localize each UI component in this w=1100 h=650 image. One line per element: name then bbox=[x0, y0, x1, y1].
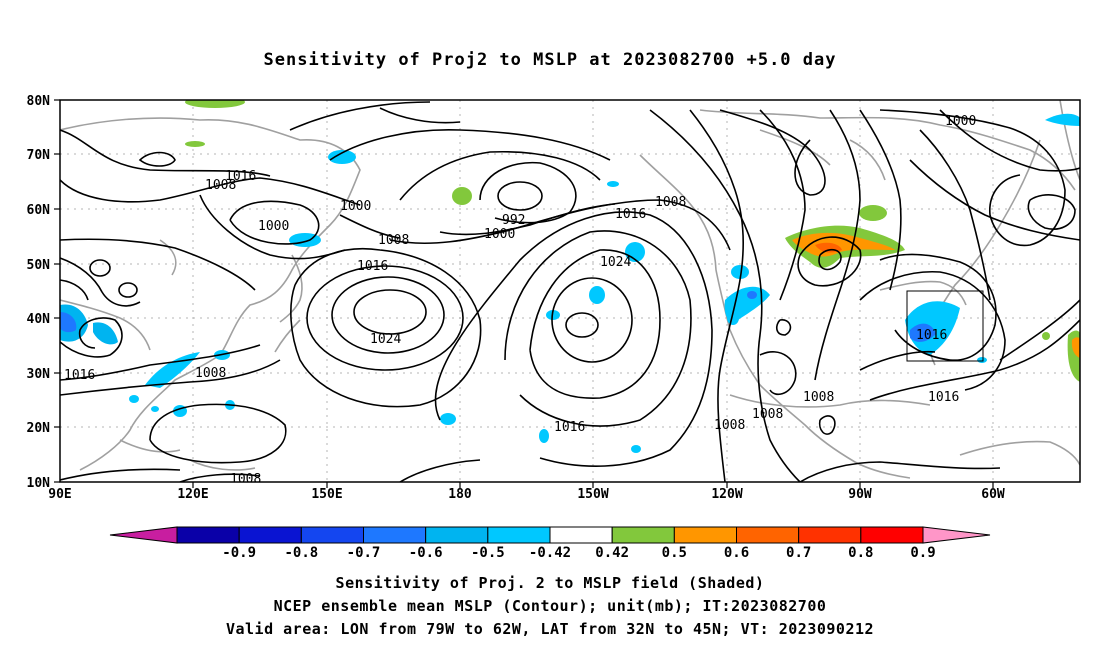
contour-labels: 1016 1008 1000 1000 1008 1016 992 1000 1… bbox=[64, 114, 976, 487]
colorbar-segment bbox=[611, 526, 675, 544]
lon-label: 150W bbox=[577, 487, 608, 502]
contour-label: 1016 bbox=[357, 259, 388, 274]
contour-label: 1024 bbox=[370, 332, 401, 347]
lon-label: 60W bbox=[981, 487, 1005, 502]
contour-label: 1000 bbox=[258, 219, 289, 234]
colorbar-segment bbox=[300, 526, 365, 544]
colorbar-segment bbox=[487, 526, 551, 544]
lat-label: 70N bbox=[27, 148, 51, 163]
axis-ticks bbox=[54, 99, 994, 488]
colorbar-label: -0.8 bbox=[284, 545, 318, 561]
contour-label: 1016 bbox=[554, 420, 585, 435]
lon-label: 120W bbox=[711, 487, 742, 502]
colorbar-label: 0.5 bbox=[662, 545, 687, 561]
lon-label: 90W bbox=[848, 487, 872, 502]
colorbar-segment bbox=[798, 526, 862, 544]
contour-label: 1008 bbox=[752, 407, 783, 422]
lon-label: 120E bbox=[177, 487, 208, 502]
map-frame bbox=[59, 99, 1081, 483]
caption-valid-area: Valid area: LON from 79W to 62W, LAT fro… bbox=[225, 620, 875, 638]
valid-area-box bbox=[906, 290, 984, 362]
colorbar: -0.9 -0.8 -0.7 -0.6 -0.5 -0.42 0.42 0.5 0.6 0.7 0.… bbox=[109, 526, 991, 561]
lat-label: 40N bbox=[27, 312, 51, 327]
colorbar-label: -0.9 bbox=[222, 545, 256, 561]
contour-label: 1008 bbox=[378, 233, 409, 248]
colorbar-segment bbox=[673, 526, 737, 544]
contour-label: 1000 bbox=[484, 227, 515, 242]
gridlines bbox=[60, 100, 1080, 482]
mslp-contours bbox=[60, 101, 1080, 482]
contour-label: 1016 bbox=[225, 169, 256, 184]
colorbar-min-arrow bbox=[109, 526, 178, 544]
colorbar-label: -0.5 bbox=[471, 545, 505, 561]
contour-label: 1008 bbox=[205, 178, 236, 193]
colorbar-segment bbox=[860, 526, 924, 544]
colorbar-label: -0.6 bbox=[409, 545, 443, 561]
colorbar-segment bbox=[736, 526, 800, 544]
lat-label: 10N bbox=[27, 476, 51, 491]
colorbar-segment bbox=[238, 526, 302, 544]
lon-label: 180 bbox=[448, 487, 472, 502]
contour-label: 1008 bbox=[195, 366, 226, 381]
colorbar-label: -0.7 bbox=[347, 545, 381, 561]
contour-label: 1008 bbox=[655, 195, 686, 210]
contour-label: 1016 bbox=[928, 390, 959, 405]
contour-label: 1016 bbox=[615, 207, 646, 222]
lat-label: 80N bbox=[27, 94, 51, 109]
colorbar-segment bbox=[425, 526, 489, 544]
contour-label: 1008 bbox=[230, 472, 261, 487]
contour-label: 992 bbox=[502, 213, 525, 228]
colorbar-label: -0.42 bbox=[529, 545, 571, 561]
colorbar-segment bbox=[176, 526, 240, 544]
colorbar-label: 0.8 bbox=[848, 545, 873, 561]
colorbar-label: 0.6 bbox=[724, 545, 749, 561]
caption-contour: NCEP ensemble mean MSLP (Contour); unit(… bbox=[273, 597, 827, 615]
contour-label: 1024 bbox=[600, 255, 631, 270]
lat-label: 60N bbox=[27, 203, 51, 218]
contour-label: 1008 bbox=[714, 418, 745, 433]
contour-label: 1008 bbox=[803, 390, 834, 405]
lat-label: 50N bbox=[27, 258, 51, 273]
lon-label: 90E bbox=[48, 487, 71, 502]
colorbar-label: 0.42 bbox=[595, 545, 629, 561]
sensitivity-shading bbox=[60, 100, 1080, 453]
colorbar-label: 0.9 bbox=[910, 545, 935, 561]
latitude-labels: 80N 70N 60N 50N 40N 30N 20N 10N bbox=[27, 94, 51, 491]
longitude-labels: 90E 120E 150E 180 150W 120W 90W 60W bbox=[48, 487, 1005, 502]
lat-label: 30N bbox=[27, 367, 51, 382]
colorbar-max-arrow bbox=[922, 526, 991, 544]
lat-label: 20N bbox=[27, 421, 51, 436]
lon-label: 150E bbox=[311, 487, 342, 502]
contour-label: 1016 bbox=[916, 328, 947, 343]
contour-label: 1000 bbox=[340, 199, 371, 214]
contour-label: 1000 bbox=[945, 114, 976, 129]
colorbar-segment bbox=[549, 526, 613, 544]
contour-label: 1016 bbox=[64, 368, 95, 383]
colorbar-label: 0.7 bbox=[786, 545, 811, 561]
caption-shading: Sensitivity of Proj. 2 to MSLP field (Sh… bbox=[335, 574, 765, 592]
figure-title: Sensitivity of Proj2 to MSLP at 20230827… bbox=[263, 50, 837, 70]
colorbar-segment bbox=[363, 526, 427, 544]
